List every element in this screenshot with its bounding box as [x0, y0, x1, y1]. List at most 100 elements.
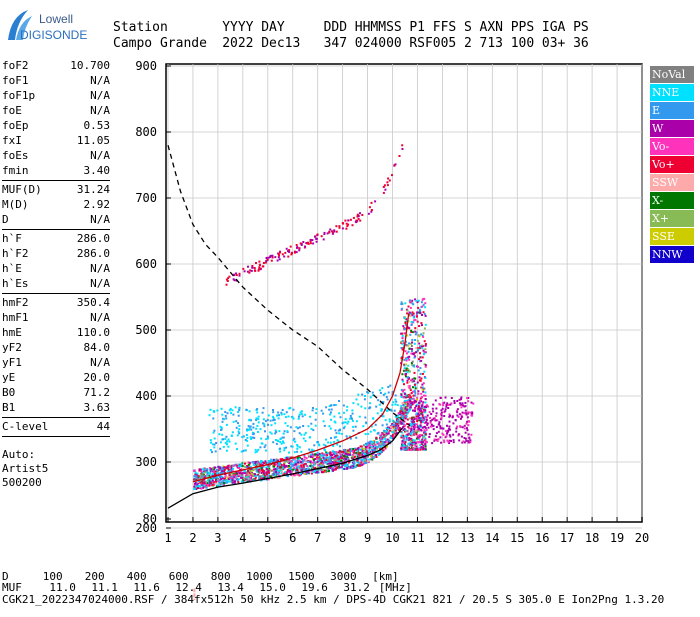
echo-point — [420, 396, 423, 399]
footer: D 100 200 400 600 800 1000 1500 3000 [km] MUF 11.0 1… — [2, 559, 664, 617]
echo-point — [341, 227, 344, 230]
echo-point — [379, 446, 382, 449]
param-row: D N/A — [2, 212, 110, 227]
echo-point — [195, 474, 198, 477]
echo-point — [410, 440, 413, 443]
echo-point — [343, 455, 346, 457]
echo-point — [385, 442, 388, 445]
echo-point — [358, 458, 361, 461]
echo-point — [255, 469, 258, 472]
echo-point — [295, 426, 298, 429]
param-row: yF1 N/A — [2, 355, 110, 370]
y-tick-label: 400 — [135, 389, 157, 403]
echo-point — [311, 409, 314, 412]
echo-point — [298, 249, 301, 252]
echo-point — [248, 471, 251, 474]
profile-curve-2 — [192, 313, 410, 483]
echo-point — [409, 306, 412, 309]
echo-point — [424, 439, 427, 442]
param-row: h`F2 286.0 — [2, 246, 110, 261]
header-values-cell: 36 — [573, 36, 589, 51]
y-tick-label: 800 — [135, 125, 157, 139]
echo-point — [405, 323, 407, 326]
echo-point — [306, 460, 309, 463]
echo-point — [256, 408, 259, 411]
echo-point — [216, 472, 219, 475]
param-row: fmin 3.40 — [2, 163, 110, 178]
echo-point — [354, 465, 357, 468]
echo-point — [303, 458, 306, 461]
echo-point — [443, 439, 446, 442]
echo-point — [416, 320, 419, 323]
echo-point — [411, 444, 414, 447]
echo-point — [353, 462, 356, 465]
echo-point — [346, 405, 349, 408]
echo-point — [296, 246, 298, 249]
echo-point — [338, 458, 341, 461]
echo-point — [250, 468, 253, 471]
echo-point — [287, 465, 290, 467]
echo-point — [416, 428, 419, 431]
echo-point — [380, 408, 383, 411]
echo-point — [405, 415, 408, 418]
echo-point — [326, 454, 329, 457]
echo-point — [223, 478, 226, 481]
echo-point — [213, 469, 216, 472]
echo-point — [379, 439, 382, 442]
echo-point — [325, 456, 328, 459]
echo-point — [214, 466, 217, 469]
echo-point — [448, 425, 451, 428]
echo-point — [298, 446, 301, 449]
echo-point — [334, 452, 337, 455]
echo-point — [310, 427, 313, 430]
echo-point — [405, 363, 408, 366]
echo-point — [222, 483, 225, 486]
echo-point — [276, 439, 279, 442]
echo-point — [409, 441, 412, 444]
param-name: hmF2 — [2, 296, 29, 309]
echo-point — [215, 442, 218, 444]
echo-point — [421, 356, 424, 359]
echo-point — [253, 432, 255, 435]
echo-point — [341, 422, 344, 425]
echo-point — [359, 451, 362, 454]
echo-point — [320, 454, 323, 456]
footer-value: 11.6 — [133, 581, 160, 594]
echo-point — [225, 417, 228, 420]
header-labels-cell: DDD — [323, 20, 348, 35]
echo-point — [462, 440, 465, 443]
echo-point — [252, 474, 255, 476]
echo-point — [410, 324, 413, 326]
echo-point — [357, 452, 360, 455]
echo-point — [356, 455, 359, 458]
echo-point — [313, 470, 316, 473]
echo-point — [424, 351, 427, 354]
echo-point — [394, 432, 397, 435]
echo-point — [467, 441, 470, 444]
echo-point — [335, 230, 338, 233]
echo-point — [215, 480, 218, 483]
echo-point — [208, 474, 211, 477]
echo-point — [425, 428, 428, 431]
echo-point — [401, 411, 404, 414]
echo-point — [278, 254, 281, 257]
echo-point — [379, 451, 382, 454]
echo-point — [295, 466, 298, 469]
echo-point — [403, 364, 406, 367]
y-tick-label: 600 — [135, 257, 157, 271]
echo-point — [314, 453, 316, 456]
echo-point — [280, 464, 283, 466]
echo-point — [421, 305, 424, 308]
echo-point — [328, 456, 331, 458]
header-values-cell: 713 — [479, 36, 504, 51]
echo-point — [422, 417, 425, 420]
echo-point — [417, 434, 420, 437]
echo-point — [318, 443, 321, 446]
echo-point — [193, 485, 196, 488]
echo-point — [258, 266, 261, 269]
echo-point — [385, 430, 388, 432]
echo-point — [400, 340, 403, 343]
echo-point — [431, 418, 434, 421]
echo-point — [278, 258, 281, 261]
echo-point — [293, 437, 296, 440]
